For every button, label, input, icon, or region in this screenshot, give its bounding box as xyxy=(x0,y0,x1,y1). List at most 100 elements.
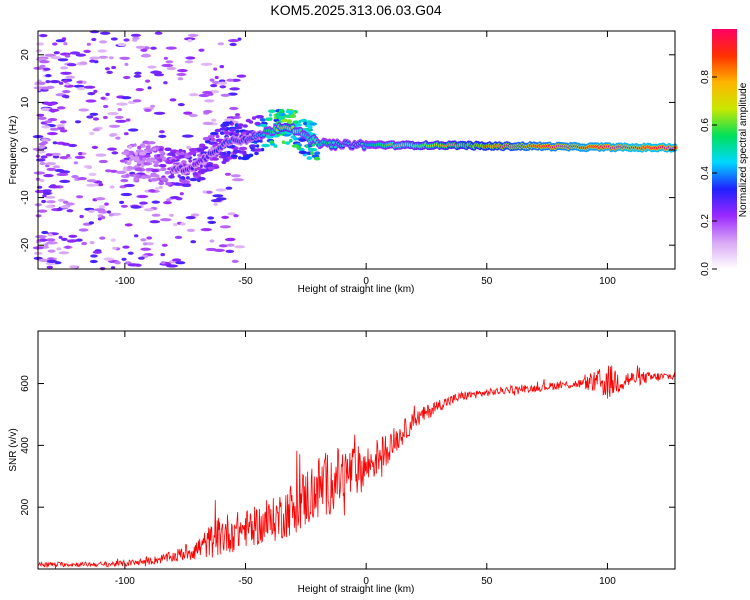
spectrogram-speckle xyxy=(44,53,56,57)
spectrogram-speckle xyxy=(134,71,142,75)
spectrogram-speckle xyxy=(33,171,45,175)
spectrogram-speckle xyxy=(45,153,53,157)
spectrogram-speckle xyxy=(120,192,132,197)
spectrogram-cloud-point xyxy=(159,177,168,181)
spectrogram-speckle xyxy=(60,66,69,70)
spectrogram-cloud-point xyxy=(178,148,183,153)
spectrogram-speckle xyxy=(108,213,114,217)
spectrogram-speckle xyxy=(209,239,215,243)
spectrogram-cloud-point xyxy=(202,136,210,141)
spectrogram-speckle xyxy=(165,60,174,64)
spectrogram-cloud-point xyxy=(230,154,238,158)
spectrogram-speckle xyxy=(151,200,160,204)
spectrogram-cloud-point xyxy=(255,115,264,119)
spectrogram-speckle xyxy=(145,79,151,83)
spectrogram-speckle xyxy=(119,56,131,60)
spectrogram-cloud-point xyxy=(196,176,206,181)
spectrogram-cloud-point xyxy=(275,113,280,117)
spectrogram-speckle xyxy=(109,169,118,173)
spectrogram-speckle xyxy=(186,145,192,150)
spectrogram-speckle xyxy=(224,172,231,176)
spectrogram-speckle xyxy=(177,77,184,81)
spectrogram-speckle xyxy=(69,265,78,269)
spectrogram-cloud-point xyxy=(199,164,203,168)
spectrogram-speckle xyxy=(121,96,132,100)
spectrogram-speckle xyxy=(98,55,108,59)
spectrogram-cloud-point xyxy=(154,154,158,159)
spectrogram-speckle xyxy=(59,129,68,133)
spectrogram-speckle xyxy=(57,58,69,62)
spectrogram-speckle xyxy=(212,194,224,198)
spectrogram-speckle xyxy=(224,238,236,242)
spectrogram-speckle xyxy=(202,121,214,125)
spectrogram-y-axis-title: Frequency (Hz) xyxy=(8,116,19,185)
spectrogram-speckle xyxy=(173,223,178,227)
spectrogram-cloud-point xyxy=(298,150,307,155)
spectrogram-speckle xyxy=(166,264,178,268)
spectrogram-speckle xyxy=(213,202,218,206)
spectrogram-speckle xyxy=(36,158,46,162)
spectrogram-speckle xyxy=(78,152,83,156)
spectrogram-speckle xyxy=(47,132,58,136)
spectrogram-cloud-point xyxy=(171,159,176,163)
snr-panel: -100 -50 0 50 100 200 400 600 Height of straigh… xyxy=(8,330,676,595)
spectrogram-speckle xyxy=(79,214,84,219)
spectrogram-cloud-point xyxy=(292,120,300,124)
spectrogram-speckle xyxy=(98,159,108,164)
spectrogram-speckle xyxy=(127,263,140,267)
snr-y-tick-label: 200 xyxy=(20,498,31,515)
spectrogram-speckle xyxy=(88,221,95,225)
spectrogram-cloud-point xyxy=(175,151,179,155)
spectrogram-speckle xyxy=(56,247,62,251)
spectrogram-cloud-point xyxy=(133,158,140,162)
spectrogram-speckle xyxy=(136,194,149,199)
spectrogram-speckle xyxy=(93,89,98,93)
spectrogram-speckle xyxy=(107,112,119,116)
spectrogram-x-axis-title: Height of straight line (km) xyxy=(298,284,415,295)
spectrogram-cloud-point xyxy=(249,144,257,148)
spectrogram-speckle xyxy=(47,249,56,253)
spectrogram-speckle xyxy=(140,48,148,52)
spectrogram-speckle xyxy=(124,62,129,66)
spectrogram-speckle xyxy=(215,188,227,192)
spectrogram-speckle xyxy=(181,134,194,138)
spectrogram-speckle xyxy=(121,257,127,261)
spectrogram-speckle xyxy=(63,79,68,83)
colorbar-ticks: 0.0 0.2 0.4 0.6 0.8 xyxy=(700,70,717,276)
spectrogram-speckle xyxy=(49,127,60,131)
spectrogram-speckle xyxy=(134,234,139,238)
spectrogram-speckle xyxy=(35,214,42,218)
spectrogram-speckle xyxy=(150,104,156,108)
spectrogram-speckle xyxy=(75,53,87,57)
spectrogram-speckle xyxy=(225,249,235,253)
spectrogram-cloud-point xyxy=(248,120,254,124)
spectrogram-speckle xyxy=(165,46,177,50)
spectrogram-speckle xyxy=(77,87,86,91)
spectrogram-speckle xyxy=(148,189,156,193)
spectrogram-speckle xyxy=(161,243,168,247)
spectrogram-cloud-point xyxy=(159,150,165,154)
spectrogram-speckle xyxy=(69,51,81,55)
spectrogram-speckle xyxy=(177,103,185,107)
spectrogram-cloud-point xyxy=(178,154,187,159)
spectrogram-x-tick-label: 0 xyxy=(363,276,369,287)
spectrogram-cloud-point xyxy=(220,123,230,127)
spectrogram-speckle xyxy=(37,209,48,213)
snr-series-line xyxy=(37,365,676,569)
spectrogram-cloud-point xyxy=(256,144,260,148)
snr-x-tick-label: -50 xyxy=(238,576,253,587)
spectrogram-speckle xyxy=(98,205,106,209)
spectrogram-cloud-point xyxy=(215,134,220,139)
spectrogram-speckle xyxy=(229,87,240,91)
spectrogram-cloud-point xyxy=(298,138,307,142)
spectrogram-cloud-point xyxy=(220,131,225,135)
spectrogram-speckle xyxy=(166,66,177,71)
spectrogram-speckle xyxy=(89,56,100,60)
spectrogram-speckle xyxy=(35,235,47,239)
spectrogram-cloud-point xyxy=(251,116,257,120)
spectrogram-cloud-point xyxy=(209,137,216,142)
spectrogram-speckle xyxy=(174,235,183,239)
spectrogram-cloud-point xyxy=(177,174,181,178)
spectrogram-speckle xyxy=(204,99,215,103)
